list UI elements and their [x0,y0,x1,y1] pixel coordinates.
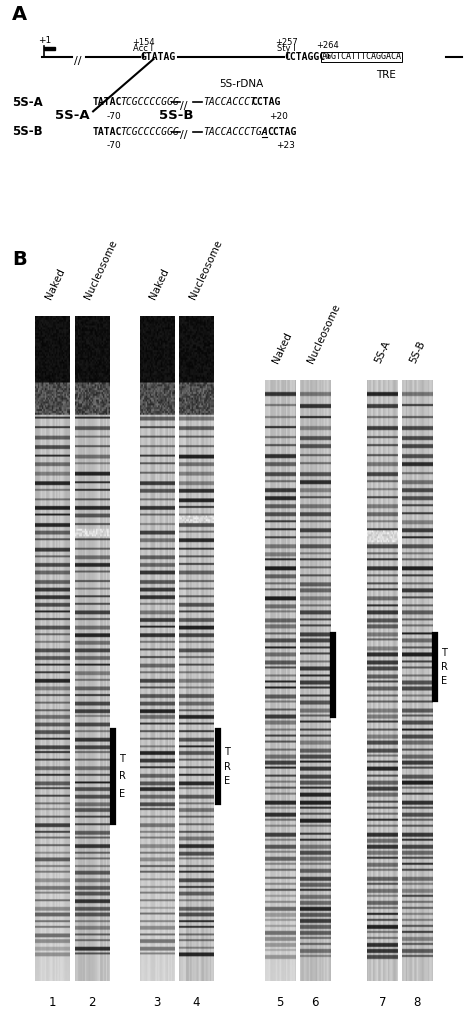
Text: Nucleosome: Nucleosome [83,239,119,302]
Text: TRE: TRE [376,70,396,81]
Text: -70: -70 [107,112,121,121]
Text: CCTAG: CCTAG [267,127,296,136]
Text: 5S-B: 5S-B [12,125,43,138]
Text: //: // [181,130,188,140]
Text: 8: 8 [413,996,421,1008]
Text: Sty I: Sty I [277,43,296,53]
Text: Acc I: Acc I [133,43,153,53]
Text: TACCACCCTGA: TACCACCCTGA [204,127,268,136]
Text: 4: 4 [193,996,200,1008]
Text: E: E [224,776,230,786]
Text: +264: +264 [316,41,339,50]
Text: //: // [181,100,188,111]
Text: TCGCCCCGGG: TCGCCCCGGG [120,97,179,107]
Text: A: A [262,127,268,136]
Text: TACCACCCT: TACCACCCT [204,97,256,107]
Text: 5S-A: 5S-A [12,96,43,108]
Text: CCTAG: CCTAG [251,97,281,107]
Text: +154: +154 [132,37,155,46]
Text: Nucleosome: Nucleosome [306,303,342,365]
Text: //: // [73,56,81,66]
Text: Naked: Naked [148,268,171,302]
Text: 3: 3 [153,996,161,1008]
Text: T: T [224,747,229,757]
Text: GTATAG: GTATAG [140,52,176,62]
Text: 5: 5 [276,996,284,1008]
Text: E: E [119,789,125,799]
Text: 5S-A: 5S-A [373,339,392,365]
Text: +257: +257 [275,37,298,46]
Text: -70: -70 [107,142,121,151]
Text: R: R [119,772,126,782]
Text: TCGCCCCGGG: TCGCCCCGGG [120,127,179,136]
Text: 7: 7 [379,996,386,1008]
Text: E: E [441,677,447,687]
Text: A: A [12,4,27,24]
Text: 1: 1 [49,996,56,1008]
Text: T: T [441,648,447,658]
Text: TATAC: TATAC [93,97,122,107]
Text: CCTAGGC: CCTAGGC [284,52,326,62]
Text: R: R [224,761,230,772]
Text: T: T [119,754,125,764]
Text: Nucleosome: Nucleosome [187,239,224,302]
Text: R: R [441,662,448,672]
Text: TATAC: TATAC [93,127,122,136]
Text: AGGTCATTTCAGGACA: AGGTCATTTCAGGACA [322,53,401,61]
Text: +20: +20 [269,112,288,121]
Text: 6: 6 [311,996,319,1008]
Text: B: B [12,250,27,269]
Text: 5S-rDNA: 5S-rDNA [219,80,264,89]
Text: +1: +1 [38,36,51,45]
Text: 2: 2 [88,996,96,1008]
Text: +23: +23 [276,142,295,151]
Text: 5S-A: 5S-A [55,109,90,122]
Text: 5S-B: 5S-B [408,339,427,365]
Text: 5S-B: 5S-B [159,109,194,122]
Bar [45,46,55,51]
Text: Naked: Naked [271,331,294,365]
Text: Naked: Naked [44,268,66,302]
